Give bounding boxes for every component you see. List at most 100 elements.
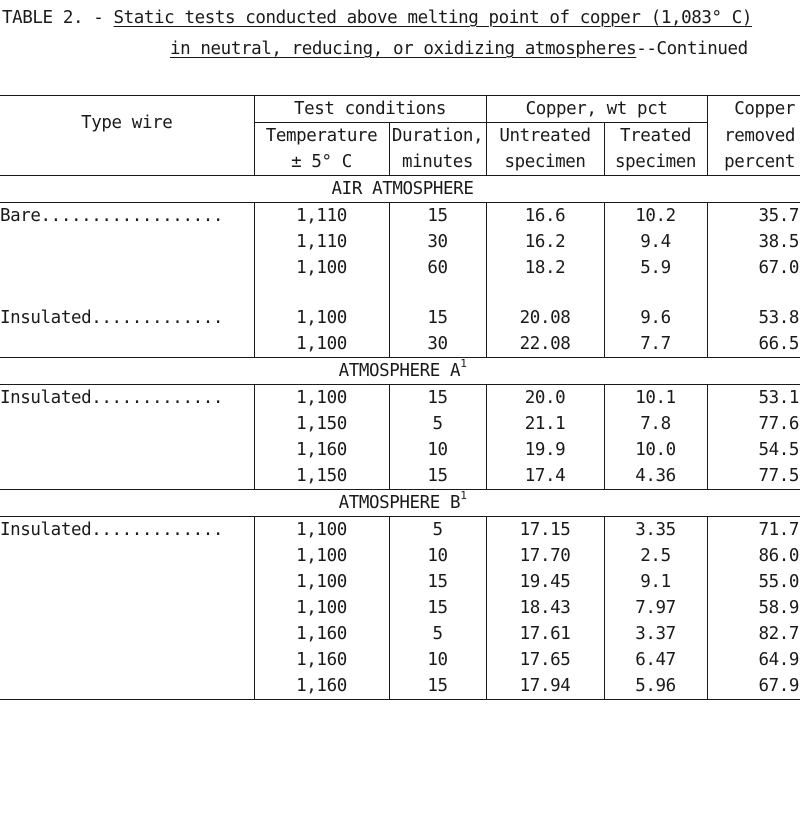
treated-cell: 4.36 <box>603 463 708 490</box>
removed-cell: 55.0 <box>706 569 800 595</box>
caption-line-1: TABLE 2. - Static tests conducted above … <box>2 3 752 33</box>
duration-cell: 15 <box>388 305 487 331</box>
type-wire-cell <box>0 331 254 358</box>
caption-title-line-2: in neutral, reducing, or oxidizing atmos… <box>170 39 637 59</box>
table-row: 1,100 30 22.08 7.7 66.5 <box>0 331 800 358</box>
duration-cell: 15 <box>388 463 487 490</box>
duration-cell: 30 <box>388 331 487 358</box>
type-wire-cell <box>0 569 254 595</box>
duration-cell: 15 <box>388 202 487 229</box>
untreated-cell: 16.2 <box>485 229 605 255</box>
treated-cell: 9.6 <box>603 305 708 331</box>
treated-cell: 5.9 <box>603 255 708 281</box>
treated-cell: 3.37 <box>603 621 708 647</box>
section-footnote-mark: 1 <box>460 357 467 371</box>
table-row: 1,150 5 21.1 7.8 77.6 <box>0 411 800 437</box>
table-row: 1,100 60 18.2 5.9 67.0 <box>0 255 800 281</box>
untreated-cell: 17.4 <box>485 463 605 490</box>
header-untreated-2: specimen <box>485 149 605 176</box>
section-footnote-mark: 1 <box>460 489 467 503</box>
spacer-row <box>0 281 800 305</box>
duration-cell: 5 <box>388 621 487 647</box>
type-wire-cell: Insulated............. <box>0 520 223 540</box>
temperature-cell: 1,100 <box>253 255 389 281</box>
type-wire-cell <box>0 255 254 281</box>
temperature-cell: 1,100 <box>253 595 389 621</box>
table-body: AIR ATMOSPHERE Bare.................. 1,11… <box>0 175 800 700</box>
treated-cell: 7.7 <box>603 331 708 358</box>
table-row: 1,110 30 16.2 9.4 38.5 <box>0 229 800 255</box>
table-row: 1,150 15 17.4 4.36 77.5 <box>0 463 800 490</box>
caption-title-line-1: Static tests conducted above melting poi… <box>113 8 753 28</box>
caption-suffix: --Continued <box>636 39 748 59</box>
type-wire-cell <box>0 621 254 647</box>
removed-cell: 64.9 <box>706 647 800 673</box>
table-row: 1,160 10 19.9 10.0 54.5 <box>0 437 800 463</box>
untreated-cell: 20.08 <box>485 305 605 331</box>
treated-cell: 3.35 <box>603 516 708 543</box>
untreated-cell: 16.6 <box>485 202 605 229</box>
removed-cell: 77.6 <box>706 411 800 437</box>
treated-cell: 10.2 <box>603 202 708 229</box>
table-row: 1,100 10 17.70 2.5 86.0 <box>0 543 800 569</box>
header-temperature-2: ± 5° C <box>253 149 389 176</box>
untreated-cell: 17.65 <box>485 647 605 673</box>
header-type-wire: Type wire <box>0 95 254 176</box>
treated-cell: 9.1 <box>603 569 708 595</box>
section-header-row: AIR ATMOSPHERE <box>0 175 800 203</box>
header-copper-removed-2: removed <box>706 122 800 149</box>
caption-line-2: in neutral, reducing, or oxidizing atmos… <box>170 34 748 64</box>
removed-cell: 86.0 <box>706 543 800 569</box>
removed-cell: 38.5 <box>706 229 800 255</box>
header-treated-2: specimen <box>603 149 708 176</box>
duration-cell: 10 <box>388 647 487 673</box>
untreated-cell: 18.43 <box>485 595 605 621</box>
temperature-cell: 1,100 <box>253 543 389 569</box>
removed-cell: 35.7 <box>706 202 800 229</box>
header-untreated-1: Untreated <box>485 122 605 149</box>
type-wire-cell <box>0 543 254 569</box>
data-table: Type wire Test conditions Copper, wt pct… <box>0 95 800 700</box>
table-row: 1,160 15 17.94 5.96 67.9 <box>0 673 800 700</box>
treated-cell: 5.96 <box>603 673 708 700</box>
table-row: 1,160 5 17.61 3.37 82.7 <box>0 621 800 647</box>
temperature-cell: 1,110 <box>253 202 389 229</box>
temperature-cell: 1,160 <box>253 621 389 647</box>
table-row: Bare.................. 1,110 15 16.6 10.2 35.… <box>0 202 800 229</box>
removed-cell: 67.9 <box>706 673 800 700</box>
removed-cell: 71.7 <box>706 516 800 543</box>
temperature-cell: 1,100 <box>253 331 389 358</box>
header-duration-2: minutes <box>388 149 487 176</box>
section-header-row: ATMOSPHERE B1 <box>0 489 800 517</box>
untreated-cell: 19.9 <box>485 437 605 463</box>
section-title: ATMOSPHERE B1 <box>0 489 800 517</box>
temperature-cell: 1,150 <box>253 463 389 490</box>
duration-cell: 10 <box>388 437 487 463</box>
table-row: 1,100 15 19.45 9.1 55.0 <box>0 569 800 595</box>
removed-cell: 54.5 <box>706 437 800 463</box>
temperature-cell: 1,100 <box>253 384 389 411</box>
removed-cell: 58.9 <box>706 595 800 621</box>
duration-cell: 5 <box>388 516 487 543</box>
section-title-text: ATMOSPHERE B <box>338 493 461 513</box>
section-title: ATMOSPHERE A1 <box>0 357 800 385</box>
untreated-cell: 17.15 <box>485 516 605 543</box>
type-wire-cell <box>0 647 254 673</box>
type-wire-cell <box>0 673 254 700</box>
untreated-cell: 17.61 <box>485 621 605 647</box>
table-row: 1,100 15 18.43 7.97 58.9 <box>0 595 800 621</box>
duration-cell: 15 <box>388 673 487 700</box>
header-test-conditions: Test conditions <box>253 95 487 123</box>
removed-cell: 82.7 <box>706 621 800 647</box>
treated-cell: 10.0 <box>603 437 708 463</box>
temperature-cell: 1,100 <box>253 569 389 595</box>
type-wire-cell: Bare.................. <box>0 206 223 226</box>
removed-cell: 53.8 <box>706 305 800 331</box>
untreated-cell: 17.70 <box>485 543 605 569</box>
untreated-cell: 18.2 <box>485 255 605 281</box>
duration-cell: 30 <box>388 229 487 255</box>
temperature-cell: 1,160 <box>253 673 389 700</box>
duration-cell: 5 <box>388 411 487 437</box>
temperature-cell: 1,160 <box>253 437 389 463</box>
untreated-cell: 20.0 <box>485 384 605 411</box>
